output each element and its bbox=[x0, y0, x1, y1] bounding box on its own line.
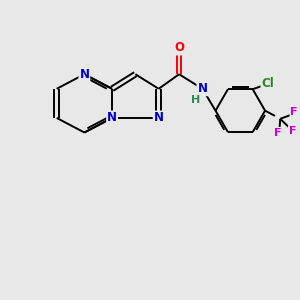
Text: N: N bbox=[80, 68, 89, 81]
Text: F: F bbox=[289, 126, 296, 136]
Text: F: F bbox=[290, 107, 298, 117]
Text: H: H bbox=[190, 95, 200, 105]
Text: F: F bbox=[274, 128, 281, 138]
Text: N: N bbox=[107, 111, 117, 124]
Text: Cl: Cl bbox=[262, 77, 274, 91]
Text: N: N bbox=[197, 82, 207, 95]
Text: N: N bbox=[154, 111, 164, 124]
Text: O: O bbox=[174, 41, 184, 55]
